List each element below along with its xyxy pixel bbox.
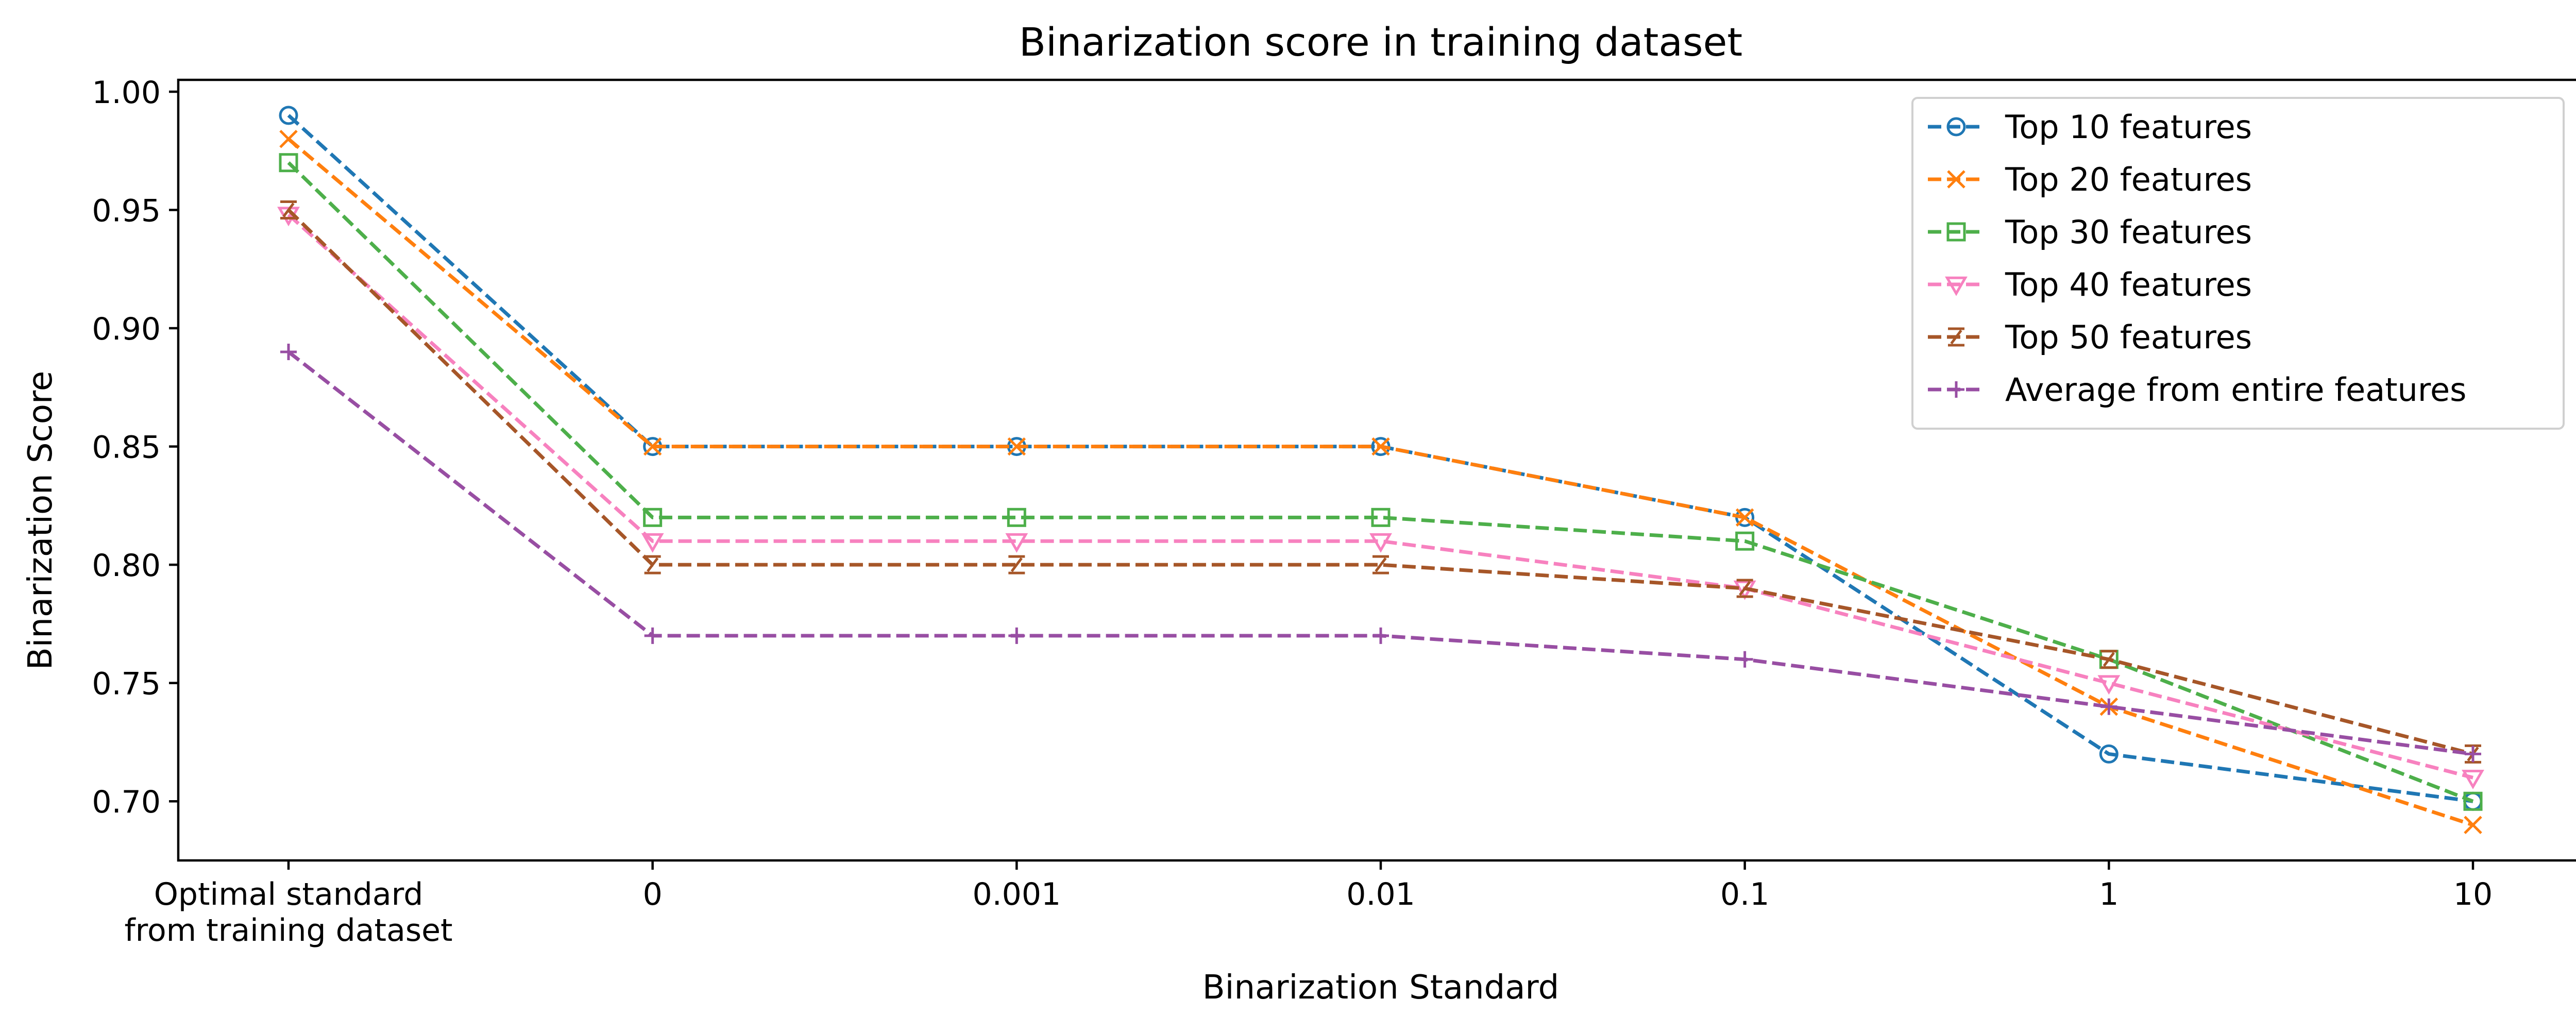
y-tick-label: 0.85 [92,430,161,466]
data-point [1736,579,1753,598]
legend-marker [1948,327,1964,347]
data-point [1736,651,1753,668]
data-point [1371,507,1391,527]
legend-box [1911,97,2565,430]
legend: Top 10 features Top 20 features Top 30 fea… [1911,97,2565,430]
x-tick-label-line: 0.1 [1720,876,1769,912]
x-axis-label: Binarization Standard [1202,969,1559,1007]
legend-label: Top 10 features [2005,108,2252,146]
data-point [1371,437,1390,456]
x-tick-label: 0.1 [1720,876,1769,912]
data-point [1372,627,1389,644]
data-point [2463,791,2483,811]
legend-entry: Top 50 features [1928,318,2252,356]
data-point [2464,816,2482,834]
x-tick-label: 0.001 [972,876,1061,912]
data-point [644,555,661,574]
data-point [1007,507,1026,527]
y-tick-label: 0.80 [92,548,161,584]
legend-marker [1946,117,1966,137]
legend-label: Top 30 features [2005,213,2252,251]
legend-entry: Average from entire features [1928,371,2466,409]
x-tick-label-line: 1 [2099,876,2119,912]
legend-label: Top 20 features [2005,161,2252,198]
data-point [641,533,664,553]
legend-entry: Top 30 features [1928,213,2252,251]
y-tick-label: 0.75 [92,666,161,702]
y-tick-label: 1.00 [92,75,161,111]
plot-frame [177,78,2576,862]
series-line [287,213,2473,780]
data-point [1369,533,1392,553]
legend-entry: Top 40 features [1928,266,2252,303]
x-tick-label-line: 0.001 [972,876,1061,912]
data-point [1008,627,1025,644]
y-tick-label: 0.90 [92,311,161,347]
data-point [2100,698,2117,715]
data-point [2462,770,2484,789]
legend-marker [1945,276,1968,296]
data-point [1735,531,1755,551]
x-tick-label: 1 [2099,876,2119,912]
data-point [1735,508,1754,527]
y-tick-label: 0.95 [92,193,161,229]
x-tick-label: 10 [2453,876,2493,912]
data-point [2100,650,2117,669]
legend-label: Top 40 features [2005,266,2252,303]
legend-entry: Top 10 features [1928,108,2252,146]
data-point [280,343,297,360]
x-tick-label: 0.01 [1346,876,1415,912]
data-point [2465,746,2481,763]
data-point [2099,744,2119,764]
x-tick-label-line: 0 [643,876,663,912]
data-point [644,627,661,644]
series-6 [280,343,2481,763]
legend-label: Top 50 features [2005,318,2252,356]
data-point [279,106,298,125]
legend-label: Average from entire features [2005,371,2466,409]
y-tick-label: 0.70 [92,784,161,820]
legend-marker [1947,170,1965,189]
data-point [1007,437,1026,456]
axis-layer: 0.70 0.75 0.80 0.85 0.90 0.95 1.00 Optimal stan… [92,75,2493,949]
data-point [279,153,298,173]
x-tick-label: Optimal standard from training dataset [124,876,452,949]
x-tick-label-line: 0.01 [1346,876,1415,912]
data-point [1372,555,1389,574]
x-tick-label: 0 [643,876,663,912]
data-point [1008,555,1025,574]
x-tick-label-line: 10 [2453,876,2493,912]
x-tick-label-line: from training dataset [124,912,452,949]
data-point [279,130,298,148]
data-point [643,437,662,456]
chart-title: Binarization score in training dataset [1019,19,1742,65]
y-axis-label: Binarization Score [22,371,60,670]
x-tick-label-line: Optimal standard [154,876,423,912]
data-point [280,200,297,219]
legend-marker [1946,222,1966,242]
legend-marker [1948,381,1964,398]
legend-entry: Top 20 features [1928,161,2252,198]
data-point [643,507,663,527]
series-layer [277,106,2484,834]
data-point [1005,533,1028,553]
data-point [2097,675,2121,695]
